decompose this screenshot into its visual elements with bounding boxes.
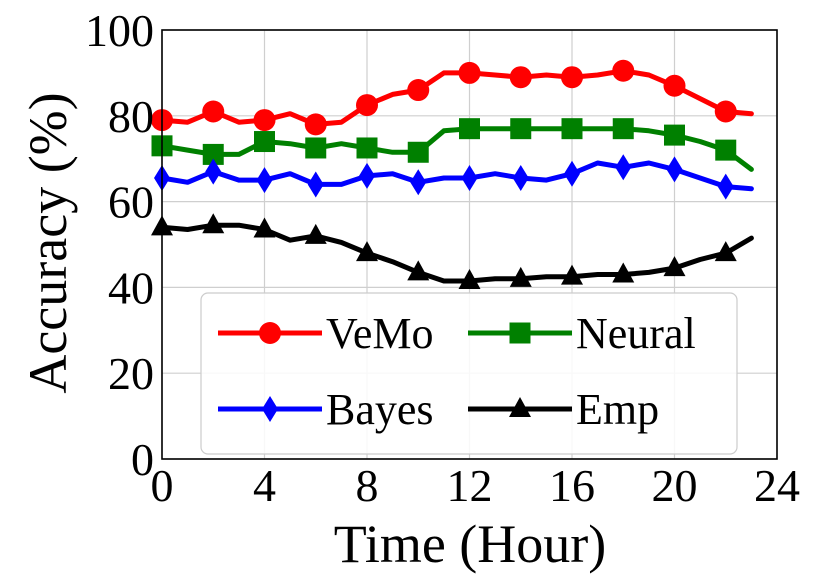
data-point-vemo [663, 74, 686, 97]
y-tick-label: 60 [108, 177, 154, 228]
series-markers [151, 59, 737, 289]
data-point-bayes [256, 167, 273, 194]
data-point-neural [254, 131, 275, 153]
data-point-bayes [410, 169, 427, 196]
data-point-neural [561, 118, 583, 140]
data-point-neural [664, 124, 685, 146]
data-point-emp [509, 266, 532, 287]
data-point-emp [407, 260, 430, 281]
x-tick-label: 24 [754, 460, 800, 511]
data-point-neural [305, 137, 327, 159]
y-axis-label: Accuracy (%) [18, 92, 78, 393]
y-tick-label: 40 [108, 262, 154, 313]
legend-items: VeMo Neural Bayes Emp [218, 309, 696, 434]
data-point-vemo [561, 66, 583, 89]
series-line-bayes [159, 160, 754, 192]
data-point-emp [663, 256, 686, 277]
data-point-vemo [253, 109, 276, 132]
data-point-emp [253, 217, 276, 238]
series-line-neural [159, 126, 754, 172]
data-point-emp [561, 264, 583, 285]
legend-marker [509, 397, 531, 417]
data-point-vemo [714, 100, 737, 123]
data-point-vemo [407, 79, 430, 102]
legend-label-neural: Neural [576, 309, 696, 358]
data-point-bayes [717, 173, 734, 200]
data-point-neural [459, 118, 480, 140]
legend-frame [200, 292, 738, 455]
data-point-vemo [356, 94, 378, 117]
data-point-bayes [512, 165, 529, 192]
data-point-emp [714, 241, 737, 262]
x-axis-label: Time (Hour) [334, 514, 607, 574]
x-tick-label: 12 [447, 460, 493, 511]
legend-marker [262, 396, 278, 422]
legend-label-bayes: Bayes [326, 385, 434, 434]
data-point-vemo [458, 61, 481, 84]
data-point-emp [356, 241, 378, 262]
legend-marker [509, 322, 531, 344]
x-tick-label: 8 [356, 460, 379, 511]
legend-label-vemo: VeMo [326, 309, 434, 358]
y-tick-label: 80 [108, 91, 154, 142]
legend-item-emp: Emp [468, 385, 659, 434]
x-tick-label: 20 [652, 460, 698, 511]
x-tick-label: 0 [151, 460, 174, 511]
data-point-neural [202, 143, 224, 165]
data-point-neural [407, 141, 429, 163]
legend: VeMo Neural Bayes Emp [200, 292, 738, 455]
data-point-bayes [307, 171, 324, 198]
legend-item-vemo: VeMo [218, 309, 434, 358]
series-line-emp [159, 222, 754, 284]
data-point-vemo [509, 66, 532, 89]
tick-labels: 0 4 8 12 16 20 24 0 20 40 60 80 100 [85, 5, 800, 511]
y-tick-label: 0 [131, 434, 154, 485]
y-tick-label: 20 [108, 348, 154, 399]
series-lines [159, 68, 754, 284]
data-point-bayes [205, 158, 222, 185]
data-point-bayes [666, 156, 683, 183]
legend-label-emp: Emp [576, 385, 659, 434]
data-point-neural [612, 118, 634, 140]
data-point-neural [715, 139, 737, 161]
y-tick-label: 100 [85, 5, 154, 56]
data-point-bayes [359, 162, 375, 189]
data-point-emp [458, 268, 481, 289]
legend-item-bayes: Bayes [218, 385, 434, 434]
data-point-bayes [564, 160, 580, 187]
data-point-neural [510, 118, 532, 140]
plot-frame [161, 29, 778, 460]
data-point-vemo [304, 113, 327, 136]
legend-marker [259, 322, 281, 344]
data-point-vemo [612, 59, 635, 82]
x-tick-label: 16 [549, 460, 595, 511]
data-point-neural [356, 137, 378, 159]
data-point-emp [304, 223, 327, 244]
data-point-vemo [202, 100, 225, 123]
data-point-bayes [615, 154, 632, 181]
data-point-bayes [461, 165, 478, 192]
data-point-emp [612, 262, 635, 283]
data-point-emp [202, 213, 225, 234]
x-tick-label: 4 [253, 460, 276, 511]
legend-item-neural: Neural [468, 309, 696, 358]
